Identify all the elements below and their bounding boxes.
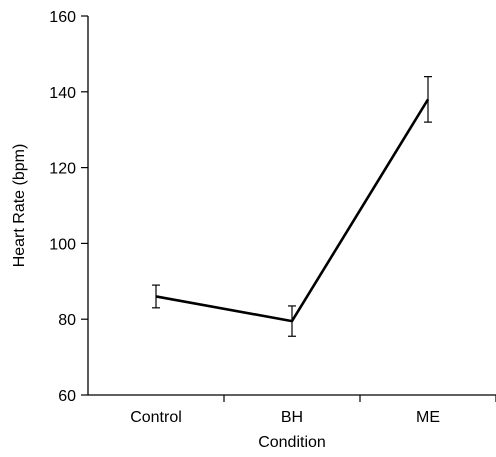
y-tick-label: 120 [49, 161, 76, 178]
series-group [155, 98, 430, 323]
y-tick-label: 140 [49, 85, 76, 102]
y-tick-label: 80 [58, 312, 76, 329]
x-tick-label: BH [281, 409, 303, 426]
x-axis-ticks: Control BH ME [130, 395, 496, 426]
y-tick-label: 100 [49, 236, 76, 253]
x-tick-label: ME [416, 409, 440, 426]
series-line [155, 98, 430, 323]
axes [87, 16, 496, 396]
error-bars [152, 76, 432, 337]
y-tick-label: 160 [49, 9, 76, 26]
y-tick-label: 60 [58, 388, 76, 405]
y-axis-ticks: 60 80 100 120 140 160 [49, 9, 88, 405]
y-axis-title: Heart Rate (bpm) [11, 144, 28, 268]
x-axis-title: Condition [258, 434, 326, 451]
x-tick-label: Control [130, 409, 182, 426]
